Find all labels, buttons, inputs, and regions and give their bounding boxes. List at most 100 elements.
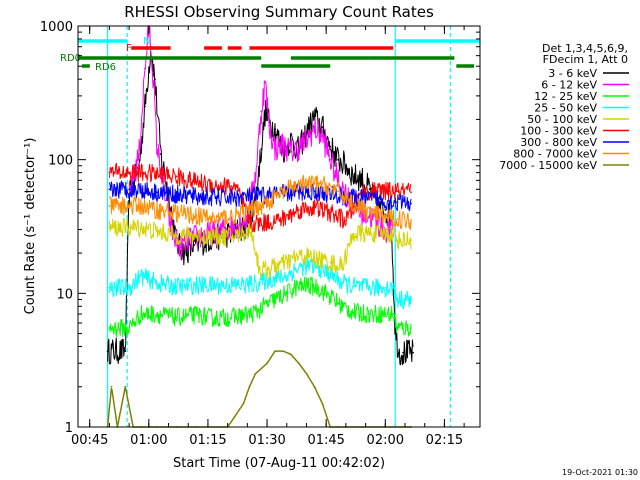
data-point (106, 350, 109, 352)
data-point (258, 281, 261, 284)
data-point (195, 181, 198, 184)
chart-title: RHESSI Observing Summary Count Rates (124, 3, 434, 21)
data-point (250, 195, 253, 198)
data-point (154, 78, 156, 81)
data-point (313, 127, 316, 130)
data-point (175, 316, 178, 319)
data-point (258, 309, 261, 311)
data-point (274, 350, 276, 352)
data-point (254, 175, 257, 178)
series-2 (108, 276, 412, 338)
data-point (313, 385, 316, 388)
x-axis-title: Start Time (07-Aug-11 00:42:02) (173, 456, 385, 471)
series-line-4 (109, 218, 412, 279)
data-point (410, 219, 412, 222)
series-line-2 (109, 276, 412, 338)
data-point (195, 214, 198, 217)
data-point (384, 232, 387, 235)
data-point (266, 268, 269, 271)
legend-label: 3 - 6 keV (548, 67, 597, 80)
data-point (175, 285, 178, 288)
data-point (268, 124, 270, 127)
data-point (329, 295, 332, 298)
data-point (215, 284, 217, 287)
data-point (353, 232, 355, 235)
data-point (305, 284, 308, 287)
data-point (266, 221, 269, 224)
data-point (248, 385, 251, 388)
data-point (398, 351, 401, 354)
data-point (286, 275, 288, 277)
data-point (242, 402, 245, 405)
data-point (234, 214, 237, 217)
data-point (266, 194, 269, 197)
data-point (193, 244, 196, 246)
data-point (396, 327, 399, 329)
data-point (266, 303, 269, 305)
data-point (128, 327, 131, 329)
data-point (195, 234, 198, 237)
data-point (155, 191, 158, 194)
data-point (140, 313, 143, 315)
data-point (250, 283, 253, 286)
data-point (258, 268, 261, 271)
y-tick-label: 10 (56, 287, 73, 302)
data-point (264, 81, 267, 84)
data-point (230, 226, 233, 229)
data-point (388, 190, 391, 193)
data-point (175, 175, 178, 178)
data-point (175, 193, 178, 196)
data-point (337, 190, 339, 193)
data-point (353, 285, 355, 288)
data-point (392, 286, 395, 289)
data-point (293, 286, 296, 289)
y-axis-title: Count Rate (s⁻¹ detector⁻¹) (23, 138, 38, 315)
flag-label-f: F (126, 43, 132, 54)
data-point (108, 171, 111, 174)
data-point (274, 148, 276, 151)
legend-label: 800 - 7000 keV (513, 148, 597, 161)
legend-label: 100 - 300 keV (520, 125, 597, 138)
y-tick-label: 1000 (40, 20, 73, 35)
data-point (368, 286, 371, 289)
data-point (313, 190, 316, 193)
legend: Det 1,3,4,5,6,9,FDecim 1, Att 03 - 6 keV… (499, 42, 629, 172)
data-point (128, 205, 131, 207)
data-point (412, 351, 414, 354)
data-point (155, 143, 158, 146)
data-point (410, 239, 412, 242)
data-point (266, 279, 269, 282)
data-point (297, 362, 300, 365)
data-point (396, 218, 399, 220)
data-point (215, 218, 217, 220)
data-point (368, 214, 371, 217)
series-line-7 (109, 174, 412, 231)
y-tick-label: 1 (65, 421, 73, 436)
data-point (321, 135, 324, 138)
data-point (388, 200, 391, 203)
data-point (353, 203, 355, 206)
x-tick-label: 02:00 (367, 433, 404, 448)
data-point (345, 164, 347, 167)
data-point (293, 256, 296, 259)
data-point (155, 209, 158, 211)
data-point (337, 158, 339, 161)
data-point (128, 226, 131, 229)
data-point (341, 265, 343, 267)
data-point (297, 209, 300, 211)
data-point (195, 314, 198, 316)
data-point (152, 71, 154, 74)
legend-label: 12 - 25 keV (534, 90, 597, 103)
data-point (260, 110, 263, 113)
plot-area: NF RD0 RD6 (60, 25, 480, 428)
data-point (305, 265, 308, 267)
data-point (376, 223, 379, 225)
series-line-3 (109, 256, 412, 310)
data-point (159, 153, 162, 156)
data-point (286, 292, 288, 295)
series-7 (108, 174, 412, 231)
flag-label-n: N (143, 36, 150, 47)
data-point (289, 150, 292, 153)
data-point (140, 275, 143, 277)
x-tick-label: 00:45 (71, 433, 108, 448)
